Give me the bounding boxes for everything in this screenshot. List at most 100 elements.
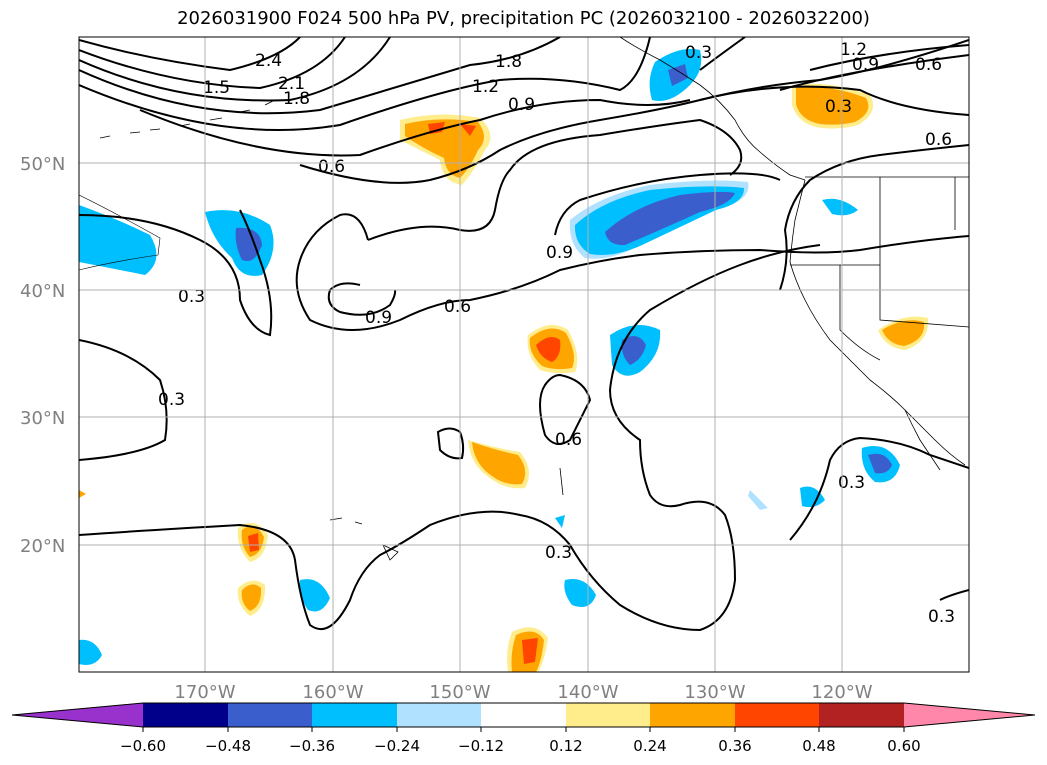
precip-blob xyxy=(536,336,561,362)
contour-line xyxy=(79,244,821,632)
contour-label: 1.2 xyxy=(840,40,867,60)
contour-label: 1.2 xyxy=(472,77,499,97)
colorbar-tick-label: −0.48 xyxy=(205,737,251,755)
contour-label: 1.8 xyxy=(283,89,310,109)
colorbar-under-extend xyxy=(12,703,143,727)
contour-label: 0.6 xyxy=(444,297,471,317)
contour-line xyxy=(79,37,561,115)
colorbar-tick-label: 0.48 xyxy=(802,737,835,755)
contour-label: 0.3 xyxy=(685,43,712,63)
colorbar-over-extend xyxy=(904,703,1035,727)
contour-label: 0.9 xyxy=(508,95,535,115)
colorbar-tick-label: −0.12 xyxy=(458,737,504,755)
precip-blob xyxy=(748,490,768,510)
precip-blob xyxy=(235,227,262,261)
precip-blob xyxy=(79,194,161,271)
colorbar-tick-label: 0.60 xyxy=(887,737,920,755)
colorbar-tick-label: −0.24 xyxy=(374,737,420,755)
lon-tick-label: 170°W xyxy=(174,682,235,703)
map-title: 2026031900 F024 500 hPa PV, precipitatio… xyxy=(177,8,870,29)
colorbar-bin xyxy=(312,703,397,727)
colorbar-bin xyxy=(819,703,904,727)
contour-line xyxy=(539,373,592,445)
contour-label: 0.6 xyxy=(925,130,952,150)
precip-blob xyxy=(555,515,565,528)
precip-blob xyxy=(472,442,526,485)
contour-label: 2.1 xyxy=(278,74,305,94)
contour-label: 0.3 xyxy=(825,97,852,117)
lon-tick-label: 150°W xyxy=(429,682,490,703)
coastlines xyxy=(99,37,969,561)
precip-blob xyxy=(299,579,330,612)
precip-blob xyxy=(241,584,262,611)
precip-blob xyxy=(522,638,538,664)
coastline-north-america xyxy=(789,179,966,466)
contour-line xyxy=(79,37,346,90)
colorbar-bin xyxy=(566,703,650,727)
colorbar-tick-label: 0.24 xyxy=(633,737,666,755)
coastline-alaska xyxy=(619,37,806,181)
colorbar-bin xyxy=(481,703,566,727)
contour-line xyxy=(79,339,168,461)
gridlines xyxy=(79,37,969,672)
colorbar-bin xyxy=(228,703,312,727)
contour-label: 0.9 xyxy=(546,243,573,263)
hawaii-islands xyxy=(329,517,399,561)
contour-label: 0.9 xyxy=(852,55,879,75)
precip-blob xyxy=(460,124,476,136)
contour-line xyxy=(779,144,969,291)
lat-tick-label: 40°N xyxy=(20,281,65,302)
precip-blob xyxy=(822,198,858,216)
pv-contours xyxy=(79,37,969,632)
contour-label: 0.3 xyxy=(838,473,865,493)
contour-line xyxy=(809,44,969,71)
coastline-baja xyxy=(904,409,941,471)
lat-tick-label: 20°N xyxy=(20,536,65,557)
contour-line xyxy=(79,37,301,72)
lon-tick-label: 130°W xyxy=(684,682,745,703)
precip-blob xyxy=(248,533,259,552)
contour-label: 1.8 xyxy=(495,52,522,72)
contour-line xyxy=(789,436,969,541)
precip-blob xyxy=(800,486,825,508)
colorbar-bin xyxy=(650,703,735,727)
precip-blob xyxy=(621,336,646,365)
contour-label: 0.3 xyxy=(928,607,955,627)
contour-line xyxy=(554,172,781,236)
colorbar-bin xyxy=(735,703,819,727)
precip-blob xyxy=(79,490,86,498)
contour-line xyxy=(699,85,969,116)
plot-frame xyxy=(78,36,970,673)
precip-shading xyxy=(79,48,929,672)
island xyxy=(559,467,564,496)
precip-blob xyxy=(79,639,102,665)
contour-line xyxy=(139,98,691,157)
precip-blob xyxy=(79,205,157,275)
contour-label: 0.3 xyxy=(545,543,572,563)
contour-label: 0.6 xyxy=(318,157,345,177)
contour-label: 0.3 xyxy=(178,287,205,307)
state-borders xyxy=(790,177,969,361)
colorbar-tick-label: 0.12 xyxy=(549,737,582,755)
contour-line xyxy=(939,589,969,601)
contour-line xyxy=(79,37,391,102)
contour-line xyxy=(295,213,969,331)
colorbar-bin xyxy=(397,703,481,727)
contour-label: 2.4 xyxy=(255,51,282,71)
precip-blob xyxy=(668,64,688,86)
contour-line xyxy=(79,37,651,131)
lat-tick-label: 50°N xyxy=(20,154,65,175)
contour-line xyxy=(327,282,397,316)
contour-line xyxy=(779,54,969,91)
lon-tick-label: 140°W xyxy=(557,682,618,703)
lon-tick-label: 120°W xyxy=(811,682,872,703)
contour-label: 0.6 xyxy=(555,430,582,450)
colorbar-tick-label: 0.36 xyxy=(718,737,751,755)
precip-blob xyxy=(882,320,925,346)
colorbar-bin xyxy=(143,703,228,727)
contour-line xyxy=(436,427,465,460)
colorbar-tick-label: −0.60 xyxy=(120,737,166,755)
colorbar-tick-marks xyxy=(142,727,905,732)
contour-label: 0.3 xyxy=(158,390,185,410)
